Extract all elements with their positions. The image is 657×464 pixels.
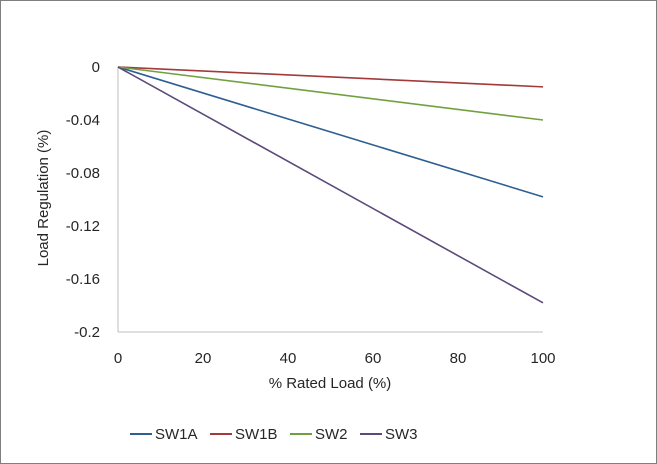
y-axis-ticks: 0 -0.04 -0.08 -0.12 -0.16 -0.2 — [66, 59, 100, 341]
y-tick-label: -0.2 — [74, 324, 100, 341]
legend-label-sw1a: SW1A — [155, 426, 198, 443]
x-axis-ticks: 0 20 40 60 80 100 — [114, 350, 556, 367]
legend-label-sw3: SW3 — [385, 426, 418, 443]
y-tick-label: -0.04 — [66, 112, 100, 129]
y-tick-label: 0 — [92, 59, 100, 76]
series-lines — [117, 66, 544, 304]
y-tick-label: -0.16 — [66, 271, 100, 288]
y-tick-label: -0.12 — [66, 218, 100, 235]
y-axis-title: Load Regulation (%) — [35, 130, 52, 267]
x-axis-title: % Rated Load (%) — [269, 375, 392, 392]
x-tick-label: 100 — [530, 350, 555, 367]
legend: SW1A SW1B SW2 SW3 — [130, 426, 418, 443]
y-tick-label: -0.08 — [66, 165, 100, 182]
series-line-sw1b — [117, 66, 544, 88]
x-tick-label: 20 — [195, 350, 212, 367]
series-line-sw3 — [117, 66, 544, 304]
x-tick-label: 0 — [114, 350, 122, 367]
legend-label-sw2: SW2 — [315, 426, 348, 443]
x-tick-label: 80 — [450, 350, 467, 367]
x-tick-label: 40 — [280, 350, 297, 367]
series-line-sw1a — [117, 66, 544, 198]
legend-label-sw1b: SW1B — [235, 426, 278, 443]
x-tick-label: 60 — [365, 350, 382, 367]
series-line-sw2 — [117, 66, 544, 121]
